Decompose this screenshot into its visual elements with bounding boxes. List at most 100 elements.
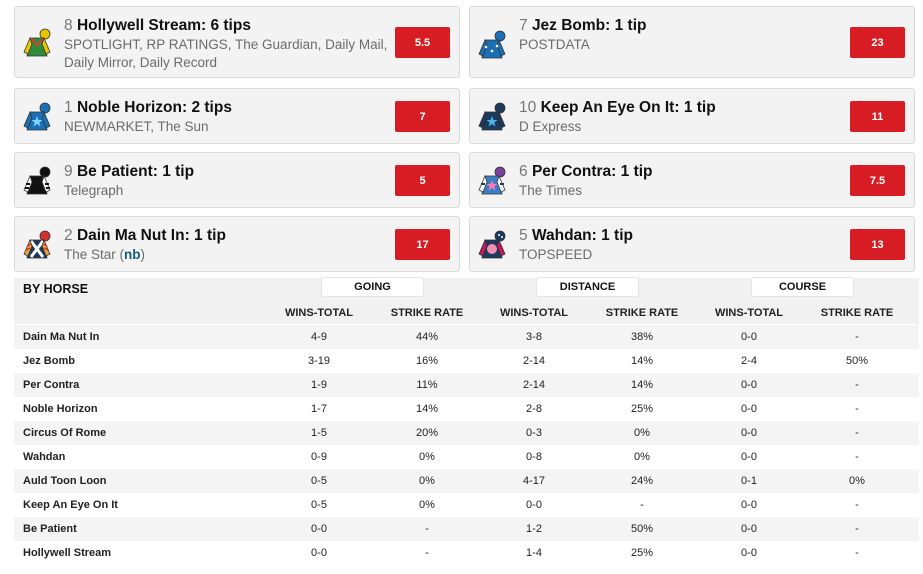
column-header: STRIKE RATE [390,307,464,319]
table-row: Hollywell Stream 0-0 - 1-4 25% 0-0 - [14,541,919,565]
tip-title: 8 Hollywell Stream: 6 tips [64,17,251,34]
jockey-silk-icon [478,166,506,195]
tip-card: 5 Wahdan: 1 tip TOPSPEED 13 [469,216,915,272]
table-cell: - [855,523,859,535]
odds-button[interactable]: 17 [395,229,450,260]
tip-card: 2 Dain Ma Nut In: 1 tip The Star (nb) 17 [14,216,460,272]
table-cell: 0-0 [741,331,757,343]
table-row: Keep An Eye On It 0-5 0% 0-0 - 0-0 - [14,493,919,517]
tip-sources: TOPSPEED [519,247,593,262]
table-cell: - [425,547,429,559]
table-cell: - [855,403,859,415]
tip-title: 1 Noble Horizon: 2 tips [64,99,232,116]
group-tab-course: COURSE [752,278,853,296]
table-cell: 50% [845,355,869,367]
table-cell: 44% [415,331,439,343]
table-cell: 0% [849,475,865,487]
table-cell: 25% [630,403,654,415]
horse-name: Wahdan [23,451,66,463]
table-cell: 14% [415,403,439,415]
table-cell: 0-5 [311,475,327,487]
group-tab-going: GOING [322,278,423,296]
table-cell: 2-4 [741,355,757,367]
table-cell: 14% [630,379,654,391]
table-cell: 20% [415,427,439,439]
table-row: Jez Bomb 3-19 16% 2-14 14% 2-4 50% [14,349,919,373]
odds-button[interactable]: 5.5 [395,27,450,58]
odds-button[interactable]: 23 [850,27,905,58]
tip-title: 10 Keep An Eye On It: 1 tip [519,99,716,116]
table-cell: 11% [416,379,438,391]
table-cell: 0-0 [741,379,757,391]
tip-card: 9 Be Patient: 1 tip Telegraph 5 [14,152,460,208]
table-row: Be Patient 0-0 - 1-2 50% 0-0 - [14,517,919,541]
tip-card: 10 Keep An Eye On It: 1 tip D Express 11 [469,88,915,144]
horse-name: Auld Toon Loon [23,475,107,487]
tip-sources: The Star (nb) [64,247,146,262]
table-cell: 0% [634,451,650,463]
table-cell: 0-1 [741,475,757,487]
horse-name: Dain Ma Nut In [23,331,100,343]
table-cell: 0% [634,427,650,439]
table-cell: 0-9 [311,451,327,463]
jockey-silk-icon [478,102,506,131]
odds-button[interactable]: 5 [395,165,450,196]
table-cell: 0-8 [526,451,542,463]
table-row: Noble Horizon 1-7 14% 2-8 25% 0-0 - [14,397,919,421]
jockey-silk-icon [23,102,51,131]
table-cell: 0% [419,499,435,511]
tip-sources: NEWMARKET, The Sun [64,119,209,134]
stats-title: BY HORSE [23,282,89,296]
table-cell: 0-0 [741,547,757,559]
tip-title: 9 Be Patient: 1 tip [64,163,195,180]
table-cell: 0% [419,451,435,463]
odds-button[interactable]: 13 [850,229,905,260]
table-cell: 0-0 [526,499,542,511]
table-cell: - [425,523,429,535]
table-cell: 1-5 [311,427,327,439]
table-cell: - [855,379,859,391]
table-cell: 1-4 [526,547,542,559]
table-cell: 38% [630,331,654,343]
table-cell: 0-0 [741,523,757,535]
table-cell: 14% [630,355,654,367]
table-cell: 0% [419,475,435,487]
column-header: WINS-TOTAL [284,307,354,319]
table-cell: 2-14 [522,379,546,391]
horse-name: Noble Horizon [23,403,98,415]
table-cell: 16% [415,355,439,367]
table-cell: 3-8 [526,331,542,343]
horse-name: Jez Bomb [23,355,75,367]
table-cell: - [855,427,859,439]
table-cell: 50% [630,523,654,535]
table-cell: 4-9 [311,331,327,343]
group-tab-distance: DISTANCE [537,278,638,296]
horse-name: Per Contra [23,379,80,391]
table-cell: 0-5 [311,499,327,511]
table-cell: 24% [630,475,654,487]
horse-name: Be Patient [23,523,77,535]
table-cell: 2-14 [522,355,546,367]
odds-button[interactable]: 7 [395,101,450,132]
column-header: WINS-TOTAL [499,307,569,319]
odds-button[interactable]: 11 [850,101,905,132]
tips-grid: 8 Hollywell Stream: 6 tips SPOTLIGHT, RP… [14,6,917,272]
tip-title: 2 Dain Ma Nut In: 1 tip [64,227,226,244]
tip-card: 6 Per Contra: 1 tip The Times 7.5 [469,152,915,208]
tip-sources: The Times [519,183,583,198]
table-cell: 0-0 [741,427,757,439]
table-cell: 0-0 [311,547,327,559]
table-cell: 0-0 [741,403,757,415]
table-cell: 0-0 [311,523,327,535]
tip-card: 7 Jez Bomb: 1 tip POSTDATA 23 [469,6,915,78]
tip-card: 1 Noble Horizon: 2 tips NEWMARKET, The S… [14,88,460,144]
odds-button[interactable]: 7.5 [850,165,905,196]
jockey-silk-icon [478,30,506,59]
jockey-silk-icon [23,166,51,195]
table-cell: 3-19 [307,355,331,367]
column-header: STRIKE RATE [605,307,679,319]
table-cell: 1-7 [311,403,327,415]
table-cell: 0-0 [741,499,757,511]
stats-header: BY HORSE GOING DISTANCE COURSE WINS-TOTA… [14,278,919,324]
table-cell: - [855,547,859,559]
